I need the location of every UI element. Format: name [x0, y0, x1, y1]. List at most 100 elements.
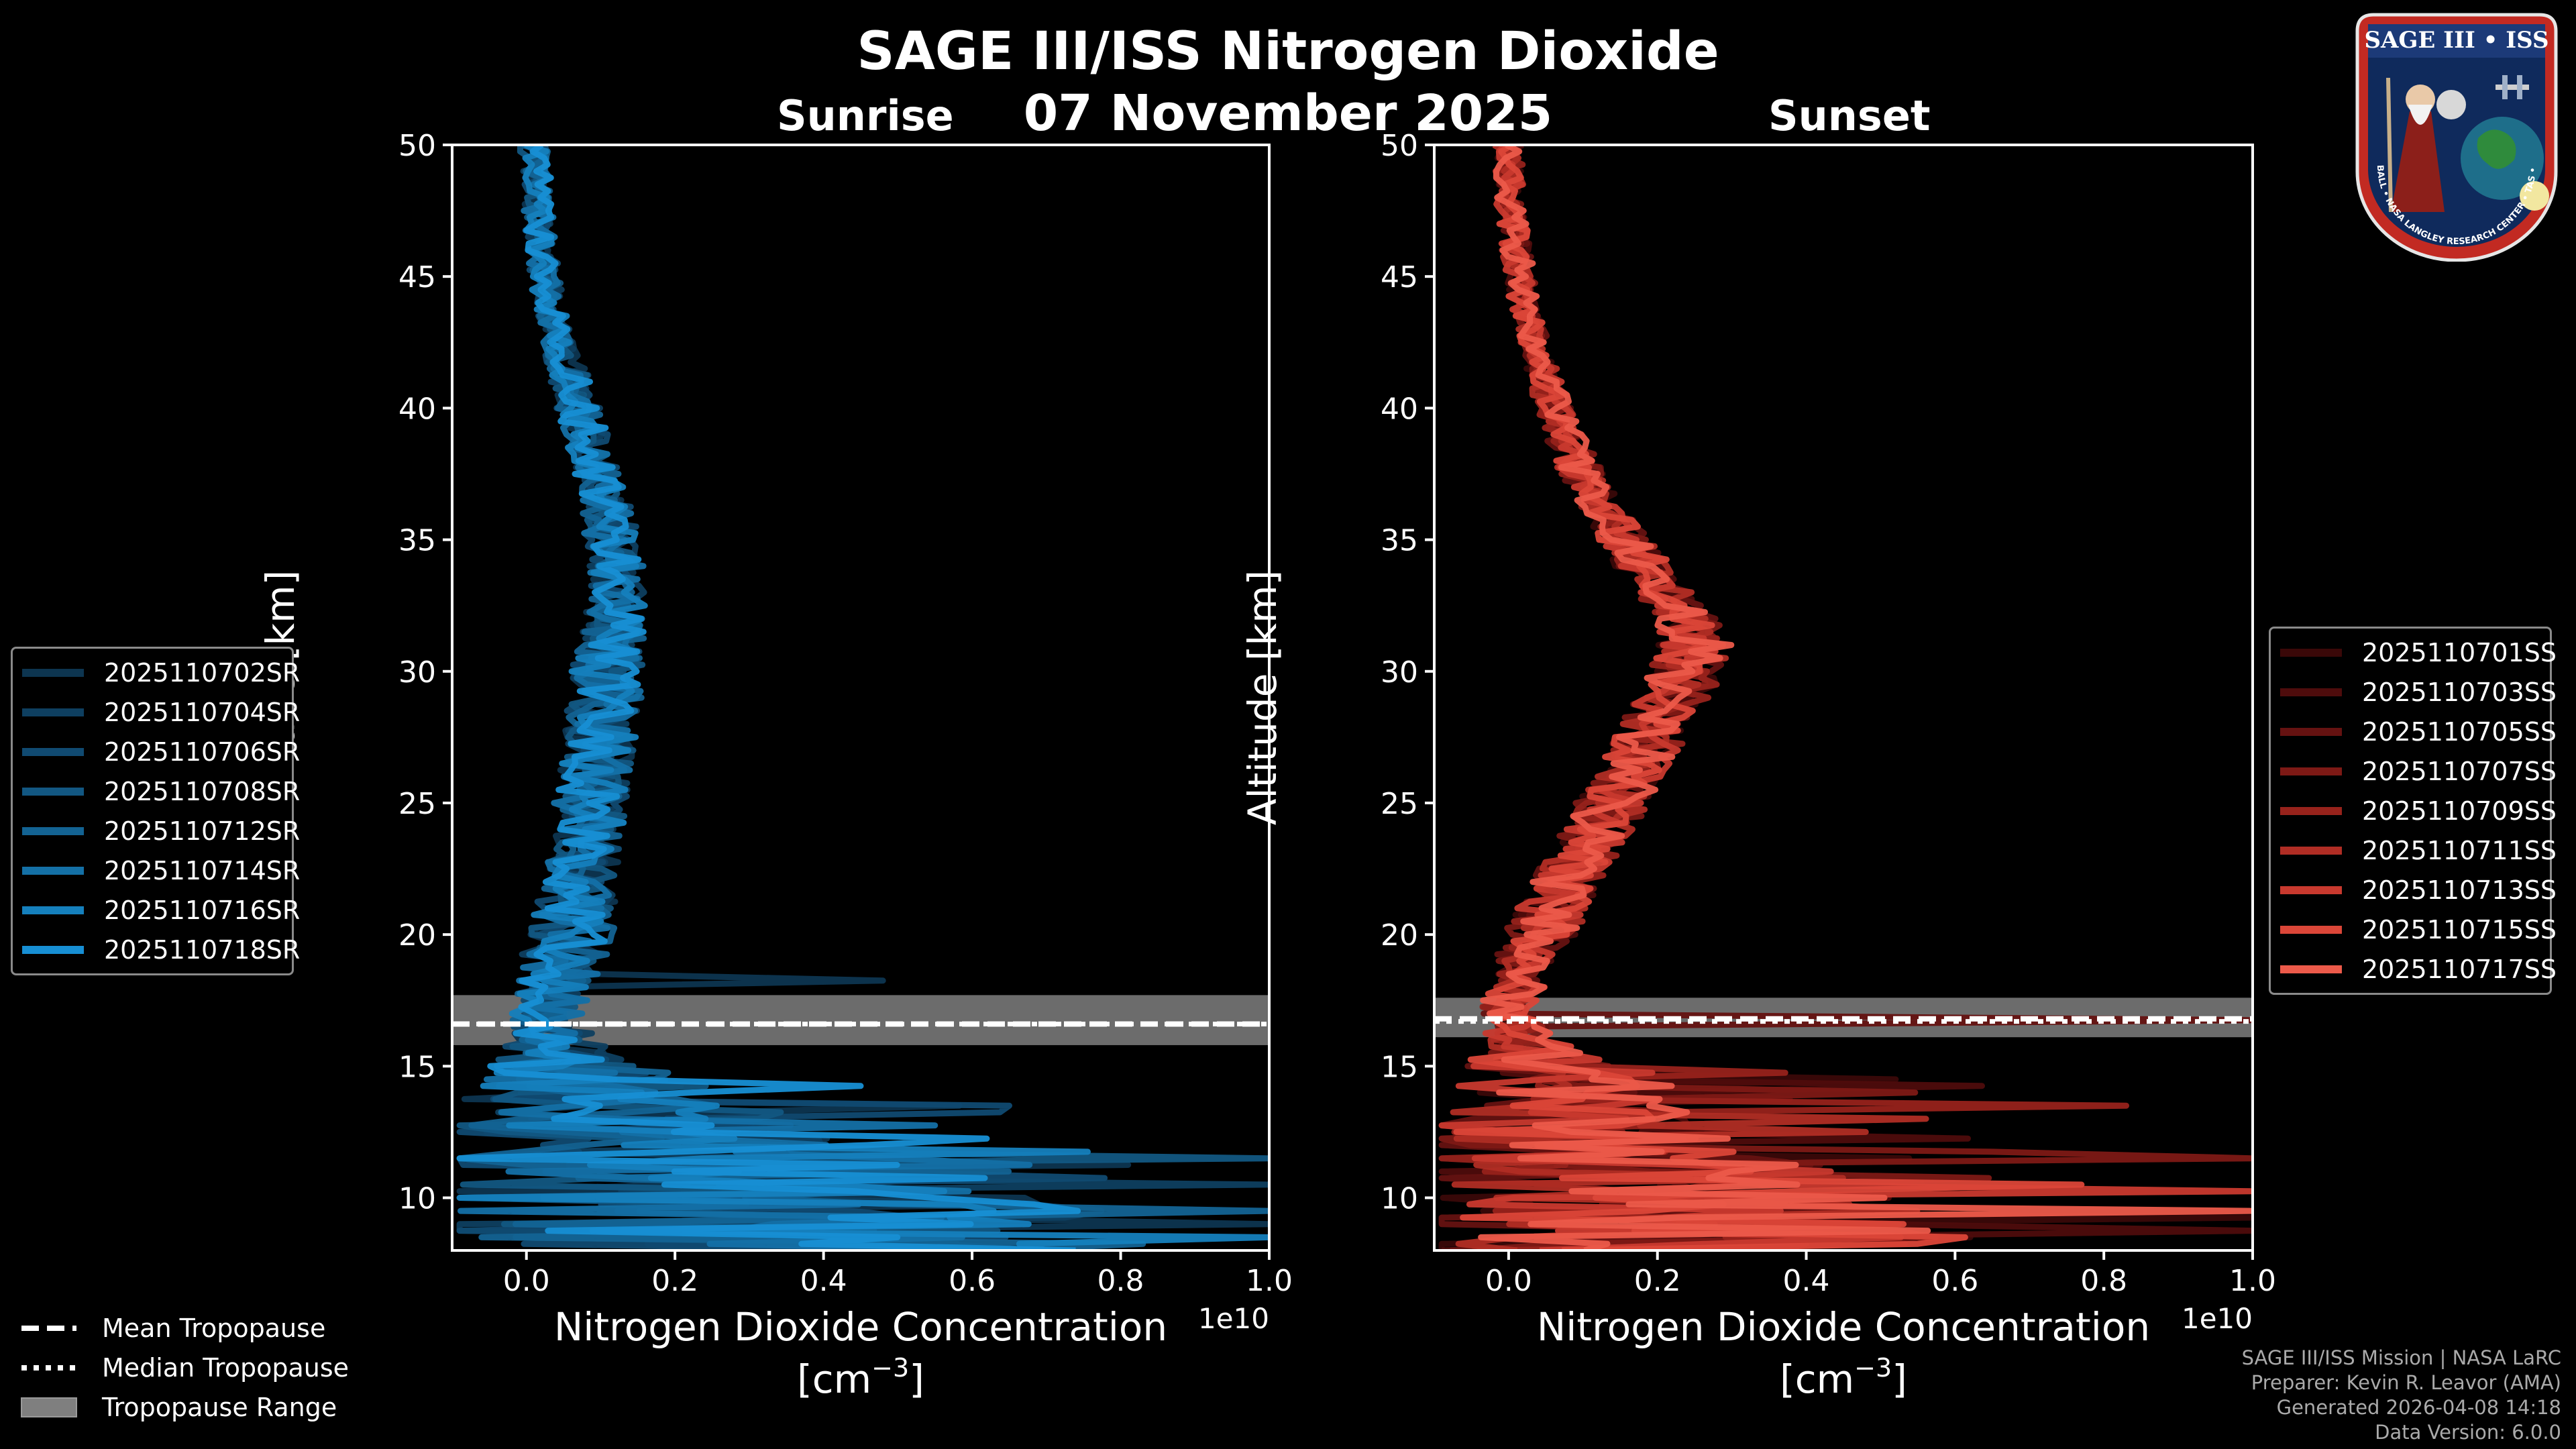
- x-tick-label: 0.4: [800, 1264, 847, 1298]
- plot-frame: [1433, 144, 2254, 1252]
- legend-swatch: [2280, 846, 2342, 855]
- x-axis-label: Nitrogen Dioxide Concentration: [554, 1304, 1167, 1350]
- sunrise-panel-title: Sunrise: [777, 91, 954, 140]
- legend-item-2025110715SS: 2025110715SS: [2280, 910, 2557, 949]
- tropopause-legend: Mean Tropopause Median Tropopause Tropop…: [20, 1308, 349, 1427]
- legend-swatch: [2280, 648, 2342, 657]
- tropopause-range-swatch: [21, 1397, 77, 1417]
- x-tick-label: 0.0: [1485, 1264, 1532, 1298]
- legend-label: 2025110701SS: [2362, 637, 2557, 667]
- iss-icon: [2496, 75, 2529, 99]
- legend-swatch: [22, 668, 84, 677]
- credit-generated: Generated 2026-04-08 14:18: [2276, 1396, 2561, 1419]
- legend-label: 2025110712SR: [104, 816, 301, 846]
- legend-item-median-tropopause: Median Tropopause: [20, 1348, 349, 1387]
- y-tick-label: 45: [1381, 260, 1418, 294]
- mean-tropopause-swatch: [21, 1325, 76, 1331]
- sage-figure-icon: [2386, 77, 2445, 213]
- legend-item-2025110709SS: 2025110709SS: [2280, 791, 2557, 830]
- legend-swatch: [2280, 767, 2342, 775]
- legend-item-2025110707SS: 2025110707SS: [2280, 751, 2557, 791]
- sunrise-chart: 0.0 0.2 0.4 0.6 0.8 1.0 10 15 20 25 30 35 40 45 50 1e10…: [258, 129, 1293, 1402]
- sunset-panel-title: Sunset: [1768, 91, 1931, 140]
- x-tick-label: 0.6: [949, 1264, 996, 1298]
- legend-swatch: [2280, 885, 2342, 894]
- legend-item-2025110701SS: 2025110701SS: [2280, 633, 2557, 672]
- moon-icon: [2436, 90, 2466, 119]
- legend-item-2025110718SR: 2025110718SR: [22, 930, 300, 969]
- legend-label: 2025110711SS: [2362, 835, 2557, 865]
- y-tick-label: 35: [398, 524, 436, 558]
- y-tick-label: 35: [1381, 524, 1418, 558]
- legend-swatch: [22, 826, 84, 835]
- y-tick-label: 50: [1381, 129, 1418, 163]
- series-line-2025110718SR: [456, 145, 1081, 1250]
- legend-item-tropopause-range: Tropopause Range: [20, 1387, 349, 1427]
- legend-item-2025110708SR: 2025110708SR: [22, 771, 300, 811]
- credit-preparer: Preparer: Kevin R. Leavor (AMA): [2251, 1371, 2561, 1394]
- legend-swatch: [22, 787, 84, 796]
- legend-swatch: [22, 708, 84, 716]
- y-tick-label: 25: [1381, 787, 1418, 821]
- median-tropopause-swatch: [21, 1364, 76, 1371]
- y-tick-label: 15: [398, 1050, 436, 1084]
- legend-item-2025110704SR: 2025110704SR: [22, 692, 300, 732]
- y-tick-label: 20: [1381, 918, 1418, 953]
- sunset-chart: 0.0 0.2 0.4 0.6 0.8 1.0 10 15 20 25 30 35 40 45 50 1e10…: [1240, 129, 2276, 1402]
- x-tick-label: 1.0: [2229, 1264, 2276, 1298]
- legend-label: 2025110713SS: [2362, 875, 2557, 905]
- legend-swatch: [2280, 806, 2342, 815]
- legend-label: 2025110703SS: [2362, 677, 2557, 707]
- legend-label: 2025110714SR: [104, 855, 301, 885]
- legend-label: Mean Tropopause: [102, 1313, 326, 1343]
- legend-label: Tropopause Range: [102, 1392, 337, 1422]
- legend-item-2025110716SR: 2025110716SR: [22, 890, 300, 930]
- y-tick-label: 40: [398, 392, 436, 426]
- series-line-2025110713SS: [1438, 145, 2253, 1250]
- legend-swatch: [22, 906, 84, 914]
- x-axis-units-label: [cm−3]: [797, 1353, 924, 1402]
- legend-item-2025110717SS: 2025110717SS: [2280, 949, 2557, 989]
- figure-date: 07 November 2025: [1023, 85, 1553, 142]
- x-tick-label: 0.0: [503, 1264, 550, 1298]
- legend-label: Median Tropopause: [102, 1352, 349, 1383]
- patch-banner: [2368, 24, 2545, 58]
- legend-label: 2025110706SR: [104, 737, 301, 767]
- x-axis-units-label: [cm−3]: [1780, 1353, 1907, 1402]
- y-tick-label: 30: [398, 655, 436, 690]
- legend-label: 2025110718SR: [104, 934, 301, 965]
- legend-item-2025110703SS: 2025110703SS: [2280, 672, 2557, 712]
- legend-label: 2025110702SR: [104, 657, 301, 688]
- series-line-2025110715SS: [1453, 145, 2085, 1250]
- legend-label: 2025110717SS: [2362, 954, 2557, 984]
- y-tick-label: 10: [398, 1182, 436, 1216]
- y-tick-label: 10: [1381, 1182, 1418, 1216]
- legend-swatch: [2280, 925, 2342, 934]
- legend-label: 2025110705SS: [2362, 716, 2557, 747]
- sun-icon: [2520, 181, 2549, 211]
- credit-data-version: Data Version: 6.0.0: [2375, 1421, 2561, 1444]
- y-tick-label: 45: [398, 260, 436, 294]
- legend-item-2025110702SR: 2025110702SR: [22, 653, 300, 692]
- legend-label: 2025110716SR: [104, 895, 301, 925]
- legend-item-2025110706SR: 2025110706SR: [22, 732, 300, 771]
- legend-label: 2025110707SS: [2362, 756, 2557, 786]
- sage-iii-iss-mission-patch: SAGE III • ISS BALL • NASA LANGLEY RESEA…: [2344, 11, 2558, 262]
- x-tick-label: 0.2: [1634, 1264, 1681, 1298]
- figure-title: SAGE III/ISS Nitrogen Dioxide: [857, 21, 1719, 82]
- legend-swatch: [22, 747, 84, 756]
- legend-item-2025110711SS: 2025110711SS: [2280, 830, 2557, 870]
- plot-area: [452, 145, 1269, 1250]
- legend-swatch: [22, 866, 84, 875]
- x-tick-label: 0.8: [2080, 1264, 2127, 1298]
- legend-item-2025110713SS: 2025110713SS: [2280, 870, 2557, 910]
- legend-label: 2025110708SR: [104, 776, 301, 806]
- y-tick-label: 40: [1381, 392, 1418, 426]
- plot-frame: [451, 144, 1271, 1252]
- x-tick-label: 1.0: [1246, 1264, 1293, 1298]
- legend-label: 2025110704SR: [104, 697, 301, 727]
- sunset-legend: 2025110701SS 2025110703SS 2025110705SS 2025…: [2269, 627, 2557, 995]
- credit-mission: SAGE III/ISS Mission | NASA LaRC: [2241, 1346, 2561, 1369]
- legend-swatch: [2280, 965, 2342, 973]
